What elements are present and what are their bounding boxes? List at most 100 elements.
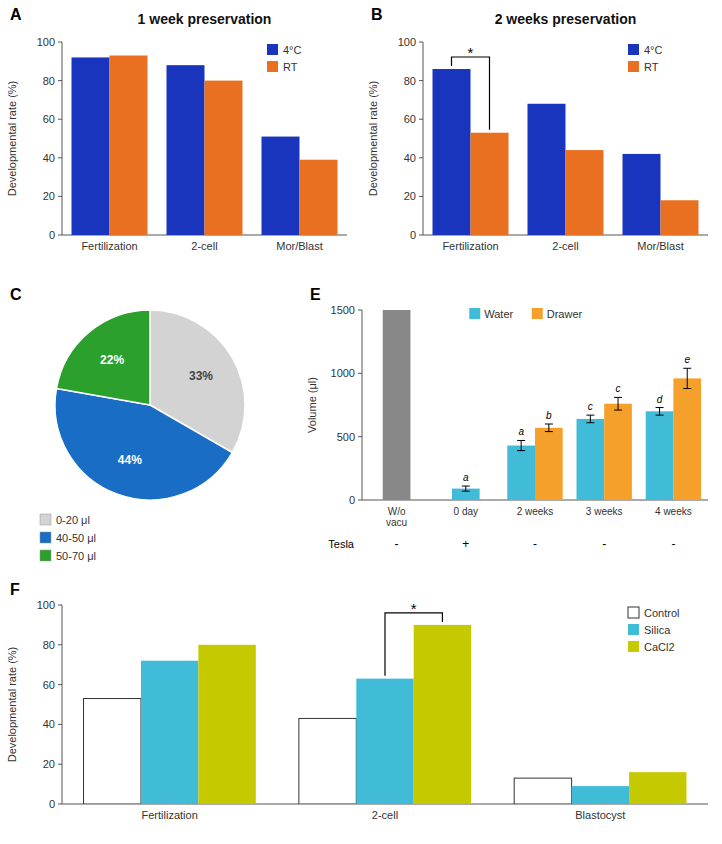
bar [604,404,632,500]
error-bar [656,408,664,416]
bar [572,786,629,804]
category-label: Fertilization [442,240,498,252]
row-value: - [671,537,675,551]
legend: 0-20 μl40-50 μl50-70 μl [40,514,96,562]
legend: ControlSilicaCaCl2 [628,607,679,653]
legend-label: 50-70 μl [56,550,96,562]
tick-mark [358,436,362,437]
legend: 4°C RT [628,44,663,73]
legend-label: Drawer [547,308,583,320]
panel-label: B [371,6,383,23]
category-label: Fertilization [142,809,198,821]
legend-label: RT [644,61,659,73]
title: 2 weeks preservation [495,11,637,27]
tick-label: 80 [404,75,416,87]
marks [72,56,338,235]
bar [299,718,356,804]
axis-label: Developmental rate (%) [367,81,379,197]
panel-label: A [10,6,22,23]
significance-letter: a [463,472,469,483]
tick-label: 60 [43,679,55,691]
category-label: 4 weeks [655,506,692,517]
bar [414,625,471,804]
bar-chart: 020406080100Fertilization2-cellBlastocys… [6,599,708,821]
significance-label: * [411,600,417,617]
legend-swatch [628,61,639,72]
marks [383,310,701,500]
category-label: Blastocyst [575,809,625,821]
bar [356,679,413,804]
category-label: Fertilization [81,240,137,252]
data-label: 44% [118,453,142,467]
bar [383,310,411,500]
category-label: W/ovacu [386,506,407,528]
tick-mark [58,196,62,197]
tick-label: 40 [404,152,416,164]
bar [471,133,509,235]
bar [141,661,198,804]
tick-mark [419,157,423,158]
tick-mark [58,157,62,158]
tick-label: 20 [404,190,416,202]
tick-label: 20 [43,758,55,770]
category-label: 2-cell [372,809,398,821]
tick-mark [58,80,62,81]
bar [623,154,661,235]
y-axis [423,42,424,235]
legend-swatch [40,532,51,543]
legend-swatch [628,624,639,635]
legend-swatch [532,308,543,319]
row-label: Tesla [328,538,355,550]
bar [514,778,571,804]
legend-swatch [469,308,480,319]
tick-label: 40 [43,152,55,164]
tick-mark [358,373,362,374]
y-axis [362,310,363,500]
row-value: - [533,537,537,551]
legend-label: 4°C [283,44,302,56]
significance-letter: c [588,401,593,412]
error-bar [545,424,553,432]
significance-label: * [468,44,474,61]
bar [673,378,701,500]
significance-letter: a [518,426,524,437]
legend-label: Water [484,308,513,320]
tick-mark [419,42,423,43]
axis-label: Volume (μl) [306,377,318,433]
legend-label: 4°C [644,44,663,56]
legend-label: 0-20 μl [56,514,90,526]
category-label: 2-cell [191,240,217,252]
row-value: + [462,537,469,551]
tick-label: 0 [49,798,55,810]
data-label: 22% [100,353,124,367]
tick-mark [58,724,62,725]
significance-letter: b [546,410,552,421]
tick-label: 100 [398,36,416,48]
panel-label: F [10,581,20,598]
tick-mark [58,684,62,685]
pie-slice [55,389,232,500]
legend-swatch [628,607,639,618]
bar [661,200,699,235]
tick-label: 60 [404,113,416,125]
legend: Water Drawer [469,308,582,320]
bar-chart: 050010001500aacdbceW/ovacu0 day2 weeks3 … [306,304,708,551]
error-bar [683,368,691,388]
bar [566,150,604,235]
significance-bracket [452,57,490,130]
bar [528,104,566,235]
legend-swatch [267,61,278,72]
legend-swatch [40,550,51,561]
category-label: Mor/Blast [637,240,683,252]
tick-label: 500 [337,431,355,443]
tick-mark [58,119,62,120]
category-label: Mor/Blast [276,240,322,252]
legend-label: Silica [644,624,671,636]
tick-label: 100 [37,599,55,611]
y-axis [62,42,63,235]
bar [84,699,141,804]
legend-swatch [40,514,51,525]
error-bar [614,397,622,410]
tick-mark [419,80,423,81]
y-axis [62,605,63,804]
